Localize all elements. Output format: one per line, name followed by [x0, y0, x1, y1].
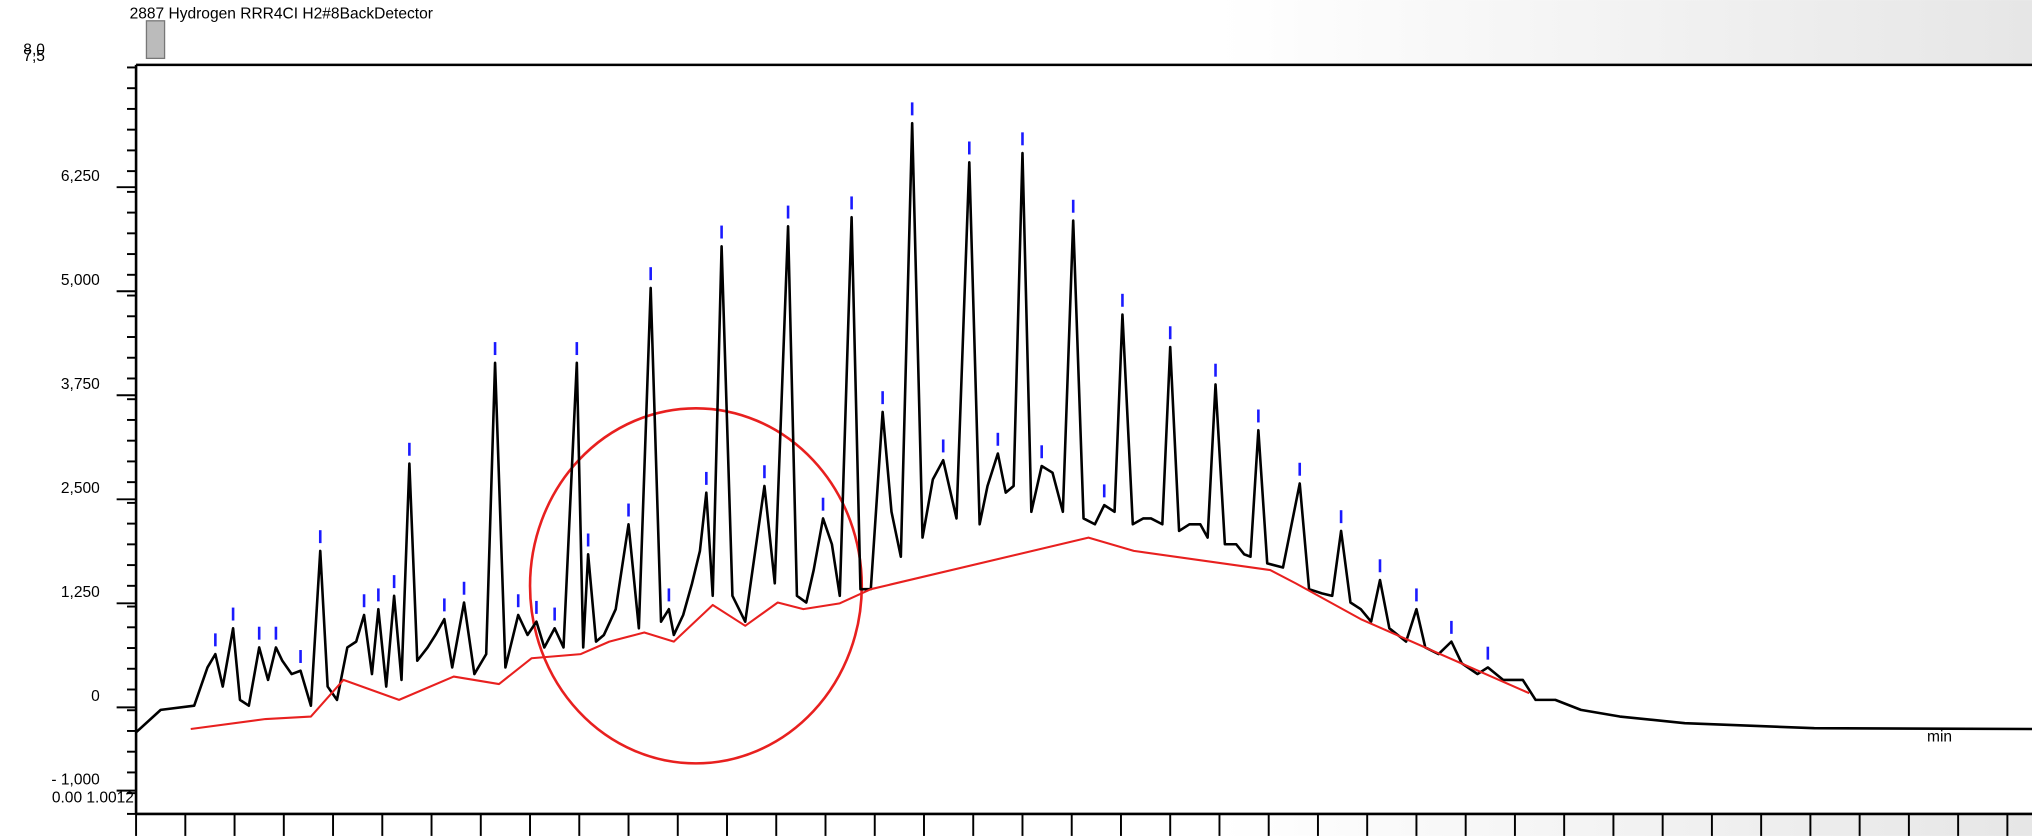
status-icon — [145, 20, 166, 60]
annotation-circle — [528, 406, 864, 765]
y-tick-label: 3,750 — [61, 376, 100, 393]
x-axis-label: min — [1927, 729, 1952, 746]
top-label: 8,0 — [23, 42, 45, 59]
bottom-label: 0.00 1.0012 — [52, 789, 134, 806]
y-tick-label: 6,250 — [61, 168, 100, 185]
top-label: 7,5 — [23, 48, 45, 65]
baseline-line — [190, 536, 1530, 731]
y-tick-label: 5,000 — [61, 272, 100, 289]
chart-title: 2887 Hydrogen RRR4CI H2#8BackDetector — [130, 5, 433, 22]
plot-area — [136, 64, 2032, 814]
y-tick-label: 2,500 — [61, 480, 100, 497]
y-tick-label: 1,250 — [61, 584, 100, 601]
y-tick-label: - 1,000 — [51, 771, 100, 788]
y-tick-label: 0 — [91, 688, 100, 705]
signal-line — [135, 121, 2032, 734]
